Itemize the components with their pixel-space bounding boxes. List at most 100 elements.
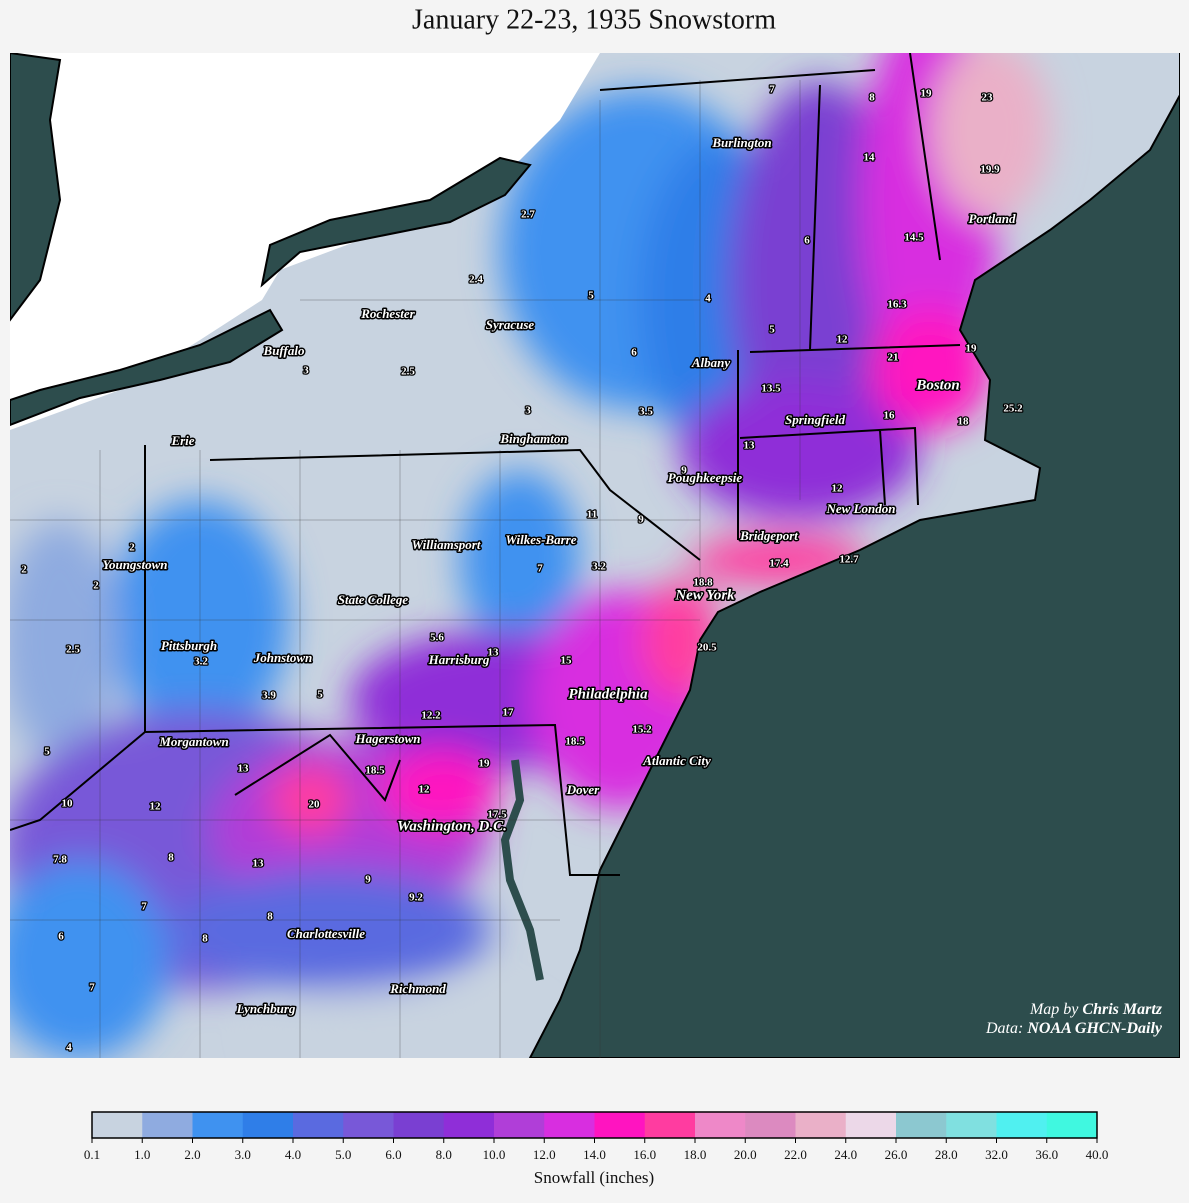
snowfall-value: 8 (202, 933, 208, 945)
snowfall-value: 6 (58, 931, 64, 943)
snowfall-value: 7 (537, 563, 543, 575)
snowfall-value: 3 (303, 365, 309, 377)
snowfall-value: 11 (587, 509, 597, 521)
snowfall-value: 12.2 (421, 710, 441, 722)
colorbar-tick-label: 8.0 (436, 1147, 452, 1162)
snowfall-value: 18 (958, 416, 970, 428)
colorbar-tick-label: 26.0 (885, 1147, 908, 1162)
state-borders (10, 53, 961, 876)
colorbar-bin (393, 1112, 445, 1138)
lake-ontario (260, 156, 532, 288)
city-label: Youngstown (102, 557, 167, 572)
snowfall-value: 25.2 (1003, 403, 1023, 415)
colorbar-bin (443, 1112, 495, 1138)
colorbar-tick-label: 3.0 (235, 1147, 251, 1162)
city-label: Bridgeport (739, 528, 798, 543)
snowfall-value: 9 (365, 874, 371, 886)
lake-erie (10, 308, 284, 427)
city-label: Richmond (389, 981, 446, 996)
snowfall-value: 14 (864, 152, 876, 164)
snowfall-value: 20.5 (697, 642, 717, 654)
snowfall-value: 9.2 (409, 892, 423, 904)
snowfall-value: 13 (238, 763, 250, 775)
city-label: Johnstown (253, 650, 313, 665)
snowfall-value: 5 (588, 290, 594, 302)
snowfall-value: 12.7 (839, 554, 859, 566)
colorbar-tick-label: 36.0 (1035, 1147, 1058, 1162)
snowfall-value: 23 (982, 92, 994, 104)
credit-name: NOAA GHCN-Daily (1026, 1020, 1163, 1037)
snowfall-value: 3.9 (262, 690, 276, 702)
snowfall-value: 3.5 (639, 406, 653, 418)
legend-title: Snowfall (inches) (534, 1168, 654, 1187)
snowfall-value: 18.8 (693, 577, 713, 589)
colorbar-tick-label: 16.0 (633, 1147, 656, 1162)
colorbar-tick-label: 14.0 (583, 1147, 606, 1162)
title: January 22-23, 1935 Snowstorm (412, 4, 776, 35)
snowfall-value: 2.4 (469, 274, 483, 286)
colorbar-tick-label: 22.0 (784, 1147, 807, 1162)
colorbar-bin (544, 1112, 595, 1138)
snowfall-value: 4 (66, 1042, 72, 1054)
colorbar-tick-label: 4.0 (285, 1147, 301, 1162)
snowfall-value: 9 (638, 514, 644, 526)
city-label: Lynchburg (236, 1001, 296, 1016)
snowfall-value: 17.4 (769, 558, 789, 570)
snowfall-value: 20 (309, 799, 321, 811)
snowfall-value: 3 (525, 405, 531, 417)
snowfall-value: 6 (804, 235, 810, 247)
snowfall-value: 7 (769, 84, 775, 96)
snowfall-value: 3.2 (592, 561, 606, 573)
colorbar-bin (1046, 1112, 1098, 1138)
snowfall-value: 5 (44, 746, 50, 758)
colorbar-tick-label: 5.0 (335, 1147, 351, 1162)
snowfall-value: 2 (129, 542, 135, 554)
snowfall-value: 5 (317, 689, 323, 701)
colorbar-bin (92, 1112, 143, 1138)
colorbar-bin (293, 1112, 344, 1138)
snowfall-value: 21 (888, 352, 899, 364)
snowfall-value: 15.2 (632, 724, 652, 736)
city-label: Springfield (785, 412, 845, 427)
city-label: Albany (691, 355, 731, 370)
city-label: Burlington (711, 135, 771, 150)
snowfall-value: 7 (141, 901, 147, 913)
city-label: Wilkes-Barre (505, 532, 576, 547)
credit-prefix: Map by (1029, 1001, 1082, 1018)
snowfall-value: 13 (744, 440, 756, 452)
colorbar-tick-label: 0.1 (84, 1147, 100, 1162)
colorbar-tick-label: 24.0 (834, 1147, 857, 1162)
colorbar-bin (242, 1112, 294, 1138)
colorbar-bin (644, 1112, 696, 1138)
snowfall-value: 9 (681, 465, 687, 477)
colorbar-tick-label: 28.0 (935, 1147, 958, 1162)
snowfall-value: 2.5 (401, 366, 415, 378)
city-label: State College (338, 592, 409, 607)
credit-name: Chris Martz (1082, 1001, 1162, 1018)
credit-prefix: Data: (985, 1020, 1027, 1037)
snowfall-value: 17.5 (487, 809, 507, 821)
city-label: Pittsburgh (161, 638, 217, 653)
snowfall-value: 12 (419, 784, 431, 796)
snowfall-value: 8 (869, 92, 875, 104)
snowfall-value: 2.7 (521, 209, 535, 221)
colorbar-tick-label: 2.0 (184, 1147, 200, 1162)
city-label: Dover (566, 782, 600, 797)
city-label: Buffalo (263, 343, 305, 358)
snowfall-value: 8 (267, 911, 273, 923)
colorbar-tick-label: 6.0 (385, 1147, 401, 1162)
snowfall-value: 19.9 (980, 164, 1000, 176)
colorbar-tick-label: 40.0 (1086, 1147, 1109, 1162)
snowfall-value: 2 (93, 580, 99, 592)
colorbar-bin (594, 1112, 646, 1138)
colorbar: 0.1 1.0 2.0 3.0 4.0 5.0 6.0 8.0 10.0 12.0 14.0 16.0… (84, 1111, 1109, 1162)
ocean (528, 53, 1180, 1058)
credit-map: Map by Chris Martz (1029, 1001, 1163, 1018)
snowfall-value: 18.5 (365, 765, 385, 777)
snowfall-value: 3.2 (194, 656, 208, 668)
lake-huron (10, 53, 62, 322)
city-label: New York (674, 587, 735, 603)
city-label: Atlantic City (642, 753, 711, 768)
snowfall-value: 13.5 (761, 383, 781, 395)
